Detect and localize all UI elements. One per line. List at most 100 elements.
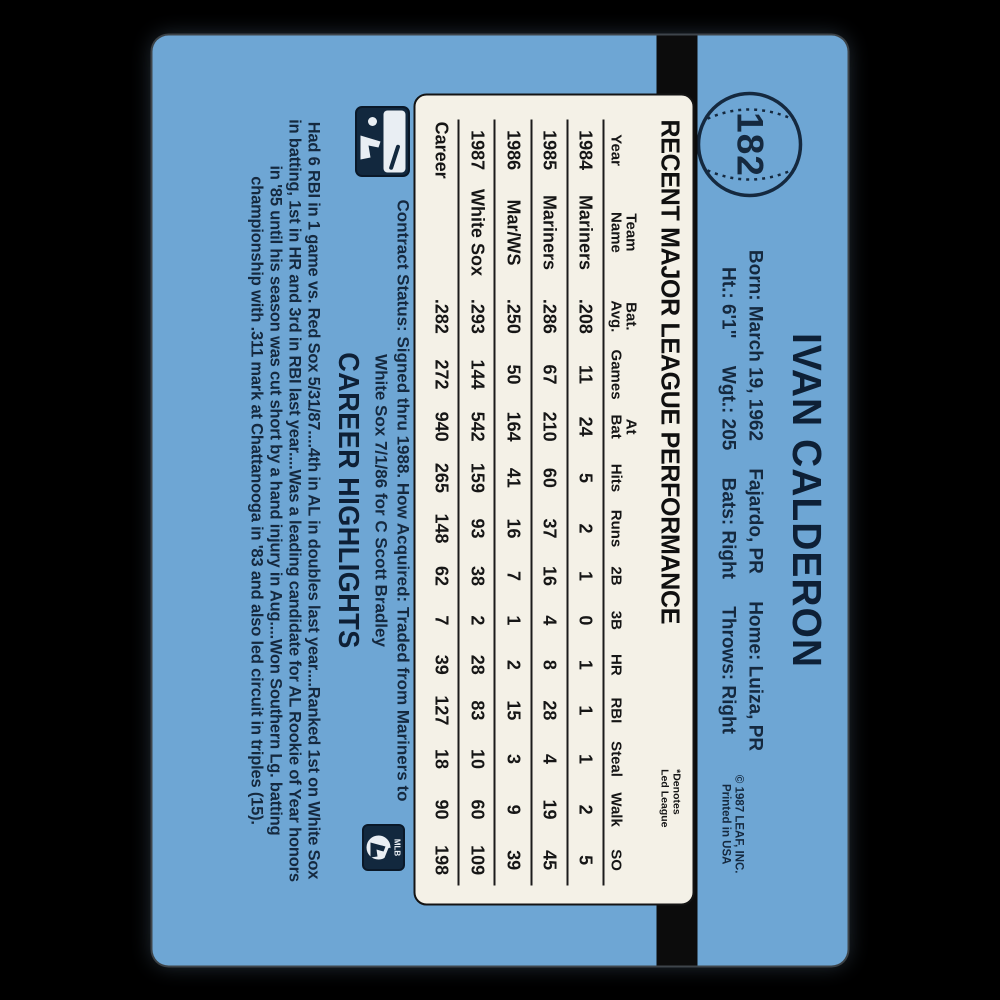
stats-table-cell: 90 <box>423 783 460 835</box>
birthplace-value: Fajardo, PR <box>744 467 766 574</box>
stats-table-cell: 15 <box>495 686 533 734</box>
stats-table-cell: 272 <box>423 348 460 401</box>
stats-table-cell: 1987 <box>459 119 496 181</box>
stats-table-cell: .286 <box>532 283 569 349</box>
stats-panel-header: RECENT MAJOR LEAGUE PERFORMANCE *Denotes… <box>645 119 684 885</box>
height-value: Ht.: 6'1" <box>717 266 739 339</box>
led-league-note: *Denotes Led League <box>659 768 683 827</box>
highlight-line-2: in batting, 1st in HR and 3rd in RBI las… <box>285 118 304 882</box>
stats-table-cell: 5 <box>568 452 605 503</box>
stats-table-cell: .293 <box>459 283 496 349</box>
highlight-line-1: Had 6 RBI in 1 game vs. Red Sox 5/31/87.… <box>304 121 323 879</box>
stats-table-cell: 164 <box>495 400 533 453</box>
stats-table-cell: 8 <box>532 642 569 687</box>
stats-table-cell: 50 <box>495 348 533 401</box>
bio-line-1: Born: March 19, 1962 Fajardo, PR Home: L… <box>744 35 766 965</box>
stats-table-cell: 60 <box>532 452 569 503</box>
stats-table-cell: 3 <box>495 733 533 784</box>
stats-table-cell: 10 <box>459 733 496 784</box>
stats-column-header: Year <box>607 133 625 166</box>
bats-value: Bats: Right <box>717 477 739 579</box>
stats-table-cell: 4 <box>532 597 569 643</box>
stats-table-cell: 127 <box>423 686 460 734</box>
stats-table-cell: 11 <box>568 348 605 401</box>
highlight-line-3: in '85 until his season was cut short by… <box>266 164 285 835</box>
copyright-line-1: © 1987 LEAF, INC. <box>732 774 745 873</box>
stats-table-cell: 1 <box>568 686 605 734</box>
stats-table-cell: 28 <box>532 686 569 734</box>
stats-table-cell: 1 <box>568 553 605 598</box>
stats-table-cell: 198 <box>423 834 460 885</box>
stats-table-cell: 7 <box>495 553 533 598</box>
weight-value: Wgt.: 205 <box>717 365 739 450</box>
stats-column-header: 2B <box>607 565 625 586</box>
stats-table: Year Team Name Bat. Avg. Games At Bat Hits Run… <box>423 119 645 885</box>
stats-table-cell: 83 <box>459 686 496 734</box>
stats-table-cell: Mariners <box>568 180 605 284</box>
stats-table-cell: 16 <box>495 502 533 554</box>
stats-table-cell: 19 <box>532 783 569 835</box>
note-line-1: *Denotes <box>670 768 683 815</box>
stats-table-cell: 1984 <box>568 119 605 181</box>
copyright-line-2: Printed in USA <box>719 783 732 864</box>
stats-table-cell: 28 <box>459 642 496 687</box>
stats-table-cell: Mar/WS <box>495 180 533 284</box>
stats-column-header: Team Name <box>607 211 640 253</box>
copyright-text: © 1987 LEAF, INC. Printed in USA <box>719 774 745 873</box>
stats-table-cell: 4 <box>532 733 569 784</box>
stats-table-cell: 67 <box>532 348 569 401</box>
stats-table-cell: .282 <box>423 283 460 349</box>
stats-table-cell: 41 <box>495 452 533 503</box>
baseball-seams-icon <box>696 91 803 197</box>
stats-column-header: 3B <box>607 610 625 630</box>
stats-table-cell: 109 <box>459 834 496 885</box>
stats-table-cell: 16 <box>532 553 569 598</box>
stats-table-cell: 542 <box>459 400 496 453</box>
stats-table-cell: Career <box>423 119 460 181</box>
stats-table-cell: 265 <box>423 452 460 503</box>
stats-panel: RECENT MAJOR LEAGUE PERFORMANCE *Denotes… <box>413 93 695 905</box>
stats-table-cell: 1 <box>568 733 605 784</box>
stats-column-header: RBI <box>607 696 625 723</box>
stats-column-header: Steal <box>607 740 625 777</box>
stats-table-cell: 18 <box>423 733 460 784</box>
stats-table-cell: 159 <box>459 452 496 503</box>
stats-table-cell: 2 <box>568 502 605 554</box>
career-highlights-text: Had 6 RBI in 1 game vs. Red Sox 5/31/87.… <box>247 75 323 925</box>
stats-table-cell: 60 <box>459 783 496 835</box>
stats-table-cell: .250 <box>495 283 533 349</box>
home-value: Home: Luiza, PR <box>744 600 766 751</box>
stats-table-cell: 1 <box>568 642 605 687</box>
stats-table-cell: 1 <box>495 597 533 643</box>
stats-table-cell <box>423 180 460 284</box>
baseball-card-back: 182 IVAN CALDERON Born: March 19, 1962 F… <box>152 35 848 965</box>
stats-table-cell: 940 <box>423 400 460 453</box>
note-line-2: Led League <box>659 768 671 827</box>
stats-column-header: Hits <box>607 463 625 492</box>
born-value: Born: March 19, 1962 <box>744 249 766 441</box>
stats-table-cell: 45 <box>532 834 569 885</box>
stats-table-cell: 37 <box>532 502 569 554</box>
stats-table-cell: 2 <box>459 597 496 643</box>
stats-table-cell: 210 <box>532 400 569 453</box>
stats-table-cell: .208 <box>568 283 605 349</box>
player-name: IVAN CALDERON <box>783 332 829 668</box>
highlight-line-4: championship with .311 mark at Chattanoo… <box>247 175 266 825</box>
stats-table-cell: 0 <box>568 597 605 643</box>
career-highlights-title: CAREER HIGHLIGHTS <box>332 351 365 649</box>
stats-table-cell: 39 <box>423 642 460 687</box>
stats-column-header: Walk <box>607 791 625 827</box>
stats-column-header: SO <box>607 848 625 871</box>
card-number-baseball-icon: 182 <box>696 90 804 198</box>
mlb-logo-icon <box>355 105 411 177</box>
stats-column-header: At Bat <box>607 414 640 439</box>
stats-table-cell: 39 <box>495 834 533 885</box>
stats-column-header: Runs <box>607 509 625 547</box>
stats-table-cell: 144 <box>459 348 496 401</box>
stats-table-cell: 148 <box>423 502 460 554</box>
stats-table-cell: 1986 <box>495 119 533 181</box>
stats-table-cell: 62 <box>423 553 460 598</box>
stats-table-cell: 5 <box>568 834 605 885</box>
mlbpa-label: MLB <box>393 838 402 856</box>
